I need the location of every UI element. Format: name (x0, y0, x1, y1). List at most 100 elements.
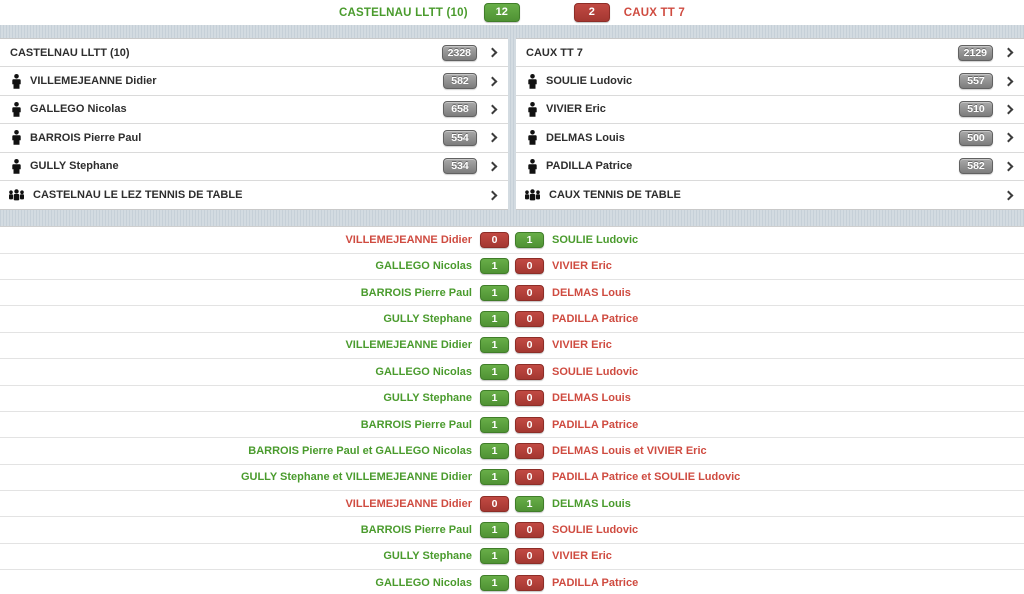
match-row: GULLY Stephane 1 0 PADILLA Patrice (0, 306, 1024, 333)
team-header-row[interactable]: CASTELNAU LLTT (10) 2328 (0, 39, 508, 68)
match-row: GULLY Stephane 1 0 VIVIER Eric (0, 544, 1024, 571)
match-row: BARROIS Pierre Paul et GALLEGO Nicolas 1… (0, 438, 1024, 465)
match-away-player: PADILLA Patrice (552, 577, 639, 590)
team-table: CAUX TT 7 2129 SOULIE Ludovic 557 VIVIER… (516, 38, 1024, 211)
club-row[interactable]: CASTELNAU LE LEZ TENNIS DE TABLE (0, 180, 508, 210)
player-row[interactable]: VIVIER Eric 510 (516, 95, 1024, 125)
player-name: VILLEMEJEANNE Didier (30, 75, 157, 88)
player-points-badge: 582 (443, 73, 477, 90)
match-away-score-badge: 0 (515, 284, 544, 301)
person-icon (12, 101, 21, 117)
team-name: CASTELNAU LLTT (10) (10, 46, 130, 59)
match-home-score-badge: 1 (480, 548, 509, 565)
match-home-score-badge: 1 (480, 337, 509, 354)
team-group-icon (8, 189, 25, 201)
match-row: BARROIS Pierre Paul 1 0 PADILLA Patrice (0, 412, 1024, 439)
team-table: CASTELNAU LLTT (10) 2328 VILLEMEJEANNE D… (0, 38, 508, 211)
match-row: GALLEGO Nicolas 1 0 SOULIE Ludovic (0, 359, 1024, 386)
player-row[interactable]: SOULIE Ludovic 557 (516, 67, 1024, 96)
match-away-player: VIVIER Eric (552, 260, 612, 273)
chevron-right-icon (487, 161, 498, 172)
match-home-score-badge: 1 (480, 469, 509, 486)
match-away-player: PADILLA Patrice (552, 313, 639, 326)
match-home-player: GULLY Stephane et VILLEMEJEANNE Didier (240, 471, 472, 484)
match-away-score-badge: 0 (515, 416, 544, 433)
match-away-player: SOULIE Ludovic (552, 523, 639, 536)
player-name: PADILLA Patrice (546, 160, 633, 173)
match-home-score-badge: 1 (480, 575, 509, 592)
match-home-score-badge: 0 (480, 232, 509, 249)
team-points-badge: 2328 (441, 44, 477, 61)
player-name: GALLEGO Nicolas (30, 103, 127, 116)
person-icon (528, 73, 537, 89)
match-home-player: BARROIS Pierre Paul (360, 286, 472, 299)
match-home-score-badge: 1 (480, 363, 509, 380)
player-row[interactable]: BARROIS Pierre Paul 554 (0, 124, 508, 153)
club-name: CAUX TENNIS DE TABLE (549, 189, 681, 202)
chevron-right-icon (1003, 190, 1014, 201)
person-icon (528, 158, 537, 174)
player-name: VIVIER Eric (546, 103, 606, 116)
player-rows: VILLEMEJEANNE Didier 582 GALLEGO Nicolas… (0, 67, 508, 181)
match-home-player: GULLY Stephane (383, 550, 472, 563)
player-row[interactable]: GULLY Stephane 534 (0, 152, 508, 181)
match-home-score-badge: 0 (480, 495, 509, 512)
match-away-player: PADILLA Patrice et SOULIE Ludovic (552, 471, 741, 484)
player-points-badge: 554 (443, 129, 477, 146)
player-points-badge: 582 (959, 158, 993, 175)
match-away-player: SOULIE Ludovic (552, 234, 639, 247)
match-home-score-badge: 1 (480, 416, 509, 433)
person-icon (528, 101, 537, 117)
team-header-row[interactable]: CAUX TT 7 2129 (516, 39, 1024, 68)
match-row: VILLEMEJEANNE Didier 0 1 SOULIE Ludovic (0, 227, 1024, 254)
match-home-player: BARROIS Pierre Paul (360, 523, 472, 536)
chevron-right-icon (1003, 104, 1014, 115)
header-away-score-badge: 2 (573, 3, 610, 22)
match-away-score-badge: 0 (515, 442, 544, 459)
match-away-player: SOULIE Ludovic (552, 365, 639, 378)
match-home-score-badge: 1 (480, 311, 509, 328)
match-home-player: GULLY Stephane (383, 392, 472, 405)
match-home-player: VILLEMEJEANNE Didier (345, 497, 472, 510)
match-home-score-badge: 1 (480, 521, 509, 538)
match-row: GULLY Stephane et VILLEMEJEANNE Didier 1… (0, 465, 1024, 491)
player-points-badge: 557 (959, 73, 993, 90)
player-rows: SOULIE Ludovic 557 VIVIER Eric 510 DELMA… (516, 67, 1024, 181)
chevron-right-icon (1003, 132, 1014, 143)
chevron-right-icon (487, 47, 498, 58)
match-away-player: VIVIER Eric (552, 550, 612, 563)
player-row[interactable]: PADILLA Patrice 582 (516, 152, 1024, 181)
chevron-right-icon (487, 76, 498, 87)
match-away-score-badge: 0 (515, 521, 544, 538)
match-away-player: PADILLA Patrice (552, 418, 639, 431)
player-points-badge: 500 (959, 129, 993, 146)
chevron-right-icon (1003, 76, 1014, 87)
match-away-player: DELMAS Louis et VIVIER Eric (552, 444, 707, 457)
person-icon (528, 130, 537, 146)
match-away-score-badge: 1 (515, 495, 544, 512)
player-row[interactable]: VILLEMEJEANNE Didier 582 (0, 67, 508, 96)
match-home-score-badge: 1 (480, 284, 509, 301)
match-home-player: VILLEMEJEANNE Didier (345, 234, 472, 247)
match-row: BARROIS Pierre Paul 1 0 SOULIE Ludovic (0, 517, 1024, 544)
match-home-player: VILLEMEJEANNE Didier (345, 339, 472, 352)
header-home-score-badge: 12 (483, 3, 520, 22)
match-home-player: BARROIS Pierre Paul et GALLEGO Nicolas (248, 444, 472, 457)
match-row: GALLEGO Nicolas 1 0 VIVIER Eric (0, 254, 1024, 281)
team-group-icon (524, 189, 541, 201)
player-row[interactable]: GALLEGO Nicolas 658 (0, 95, 508, 125)
match-row: GULLY Stephane 1 0 DELMAS Louis (0, 386, 1024, 412)
match-away-score-badge: 0 (515, 363, 544, 380)
match-away-player: DELMAS Louis (552, 497, 631, 510)
player-name: DELMAS Louis (546, 131, 625, 144)
match-home-score-badge: 1 (480, 390, 509, 407)
chevron-right-icon (487, 132, 498, 143)
club-row[interactable]: CAUX TENNIS DE TABLE (516, 180, 1024, 210)
match-away-score-badge: 0 (515, 548, 544, 565)
match-away-score-badge: 0 (515, 311, 544, 328)
match-home-player: GALLEGO Nicolas (375, 260, 472, 273)
player-row[interactable]: DELMAS Louis 500 (516, 124, 1024, 153)
match-home-player: BARROIS Pierre Paul (360, 418, 472, 431)
match-away-score-badge: 1 (515, 232, 544, 249)
match-away-score-badge: 0 (515, 390, 544, 407)
